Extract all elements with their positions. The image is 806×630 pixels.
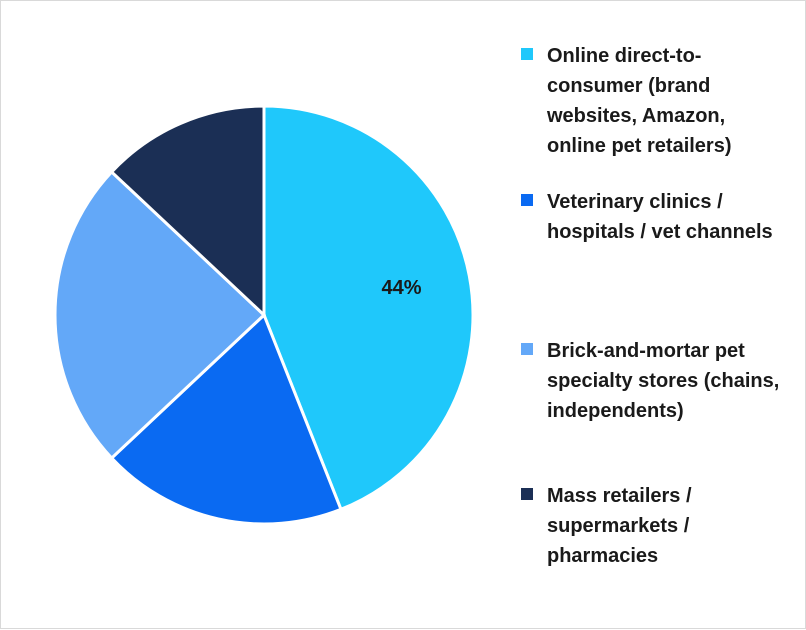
legend-swatch	[521, 48, 533, 60]
pie-data-label: 44%	[382, 277, 422, 299]
pie-slice-brick-and-mortar	[53, 169, 267, 461]
legend-swatch	[521, 343, 533, 355]
legend-swatch	[521, 488, 533, 500]
legend-label: Mass retailers / supermarkets / pharmaci…	[547, 485, 692, 567]
pie-data-labels: 44%	[382, 277, 422, 299]
pie-slice-mass-retailers	[109, 104, 266, 319]
legend-item-brick-and-mortar: Brick-and-mortar pet specialty stores (c…	[521, 336, 779, 426]
pie-slices	[53, 104, 475, 526]
legend-item-mass-retailers: Mass retailers / supermarkets / pharmaci…	[521, 481, 692, 571]
legend-item-veterinary: Veterinary clinics / hospitals / vet cha…	[521, 187, 773, 247]
legend-swatch	[521, 194, 533, 206]
legend-label: Veterinary clinics / hospitals / vet cha…	[547, 191, 773, 243]
legend-label: Online direct-to- consumer (brand websit…	[547, 45, 732, 157]
pie-slice-veterinary	[109, 312, 343, 526]
legend-label: Brick-and-mortar pet specialty stores (c…	[547, 340, 780, 422]
pie-slice-online-dtc	[262, 104, 475, 512]
legend-item-online-dtc: Online direct-to- consumer (brand websit…	[521, 41, 732, 161]
